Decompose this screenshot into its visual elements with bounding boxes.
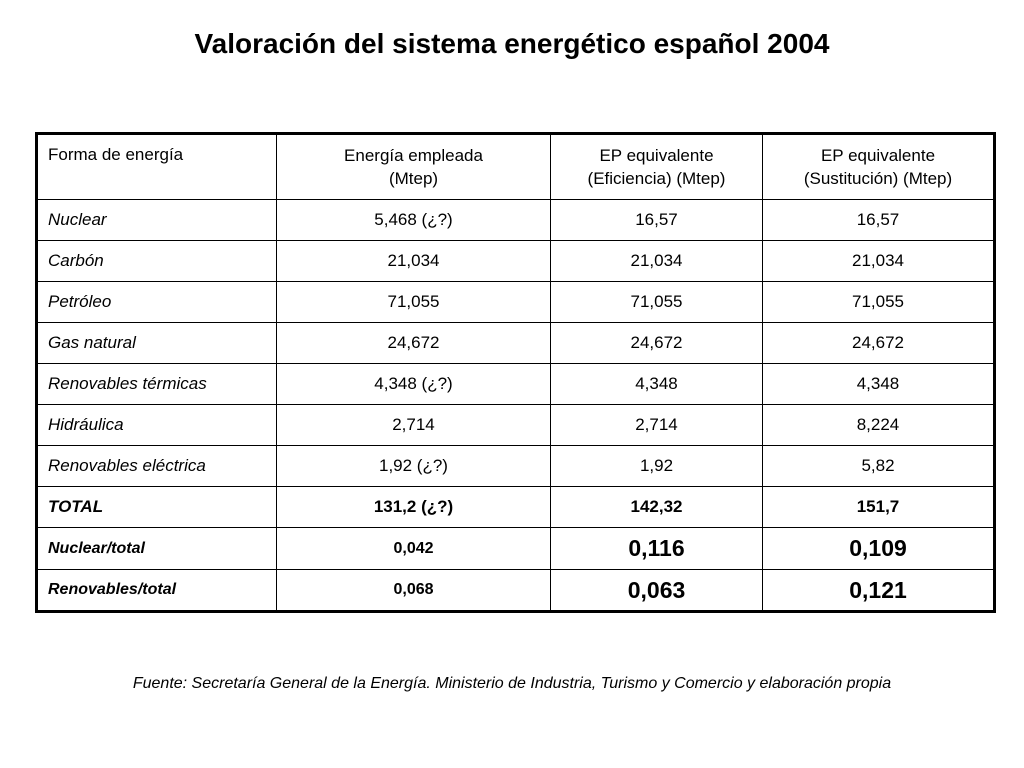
- row-label: Hidráulica: [36, 404, 277, 446]
- column-header-energia-empleada: Energía empleada (Mtep): [276, 133, 551, 200]
- table-cell: 4,348: [762, 363, 995, 405]
- table-row: Hidráulica 2,714 2,714 8,224: [36, 404, 995, 446]
- row-label: Petróleo: [36, 281, 277, 323]
- table-cell: 16,57: [550, 199, 763, 241]
- table-cell: 1,92 (¿?): [276, 445, 551, 487]
- row-label: Nuclear: [36, 199, 277, 241]
- table-cell: 131,2 (¿?): [276, 486, 551, 528]
- table-cell: 4,348 (¿?): [276, 363, 551, 405]
- table-cell: 71,055: [762, 281, 995, 323]
- table-cell: 5,82: [762, 445, 995, 487]
- column-header-line2: (Sustitución) (Mtep): [803, 169, 953, 188]
- table-cell: 4,348: [550, 363, 763, 405]
- table-cell: 24,672: [276, 322, 551, 364]
- row-label: Nuclear/total: [36, 527, 277, 570]
- table-cell: 5,468 (¿?): [276, 199, 551, 241]
- table-cell: 142,32: [550, 486, 763, 528]
- column-header-ep-eficiencia: EP equivalente (Eficiencia) (Mtep): [550, 133, 763, 200]
- table-cell: 151,7: [762, 486, 995, 528]
- table-row: Gas natural 24,672 24,672 24,672: [36, 322, 995, 364]
- page-title: Valoración del sistema energético españo…: [194, 28, 830, 59]
- row-label: Renovables térmicas: [36, 363, 277, 405]
- table-cell: 71,055: [276, 281, 551, 323]
- table-cell: 21,034: [550, 240, 763, 282]
- table-cell: 24,672: [550, 322, 763, 364]
- table-row-ratio: Renovables/total 0,068 0,063 0,121: [36, 569, 995, 612]
- row-label: Gas natural: [36, 322, 277, 364]
- table-row: Petróleo 71,055 71,055 71,055: [36, 281, 995, 323]
- energy-table: Forma de energía Energía empleada (Mtep)…: [35, 132, 996, 613]
- column-header-line2: (Eficiencia) (Mtep): [587, 169, 726, 188]
- table-row: Nuclear 5,468 (¿?) 16,57 16,57: [36, 199, 995, 241]
- table-cell: 24,672: [762, 322, 995, 364]
- table-row-total: TOTAL 131,2 (¿?) 142,32 151,7: [36, 486, 995, 528]
- table-cell: 2,714: [550, 404, 763, 446]
- table-cell: 1,92: [550, 445, 763, 487]
- row-label: Renovables/total: [36, 569, 277, 612]
- table-cell: 0,042: [276, 527, 551, 570]
- table-cell: 21,034: [276, 240, 551, 282]
- table-cell: 16,57: [762, 199, 995, 241]
- table-header-row: Forma de energía Energía empleada (Mtep)…: [36, 133, 995, 200]
- table-cell: 71,055: [550, 281, 763, 323]
- table-cell: 0,109: [762, 527, 995, 570]
- table-row-ratio: Nuclear/total 0,042 0,116 0,109: [36, 527, 995, 570]
- table-row: Carbón 21,034 21,034 21,034: [36, 240, 995, 282]
- source-note: Fuente: Secretaría General de la Energía…: [132, 675, 892, 692]
- row-label: TOTAL: [36, 486, 277, 528]
- table-cell: 0,063: [550, 569, 763, 612]
- column-header-line1: EP equivalente: [820, 146, 936, 165]
- table-cell: 21,034: [762, 240, 995, 282]
- column-header-forma: Forma de energía: [36, 133, 277, 200]
- column-header-ep-sustitucion: EP equivalente (Sustitución) (Mtep): [762, 133, 995, 200]
- table-cell: 0,068: [276, 569, 551, 612]
- column-header-line2: (Mtep): [388, 169, 439, 188]
- table-cell: 0,121: [762, 569, 995, 612]
- table-row: Renovables térmicas 4,348 (¿?) 4,348 4,3…: [36, 363, 995, 405]
- row-label: Renovables eléctrica: [36, 445, 277, 487]
- column-header-line1: Energía empleada: [344, 146, 483, 165]
- table-cell: 0,116: [550, 527, 763, 570]
- table-cell: 8,224: [762, 404, 995, 446]
- table-row: Renovables eléctrica 1,92 (¿?) 1,92 5,82: [36, 445, 995, 487]
- row-label: Carbón: [36, 240, 277, 282]
- column-header-line1: EP equivalente: [599, 146, 714, 165]
- column-header-forma-label: Forma de energía: [48, 145, 184, 164]
- table-cell: 2,714: [276, 404, 551, 446]
